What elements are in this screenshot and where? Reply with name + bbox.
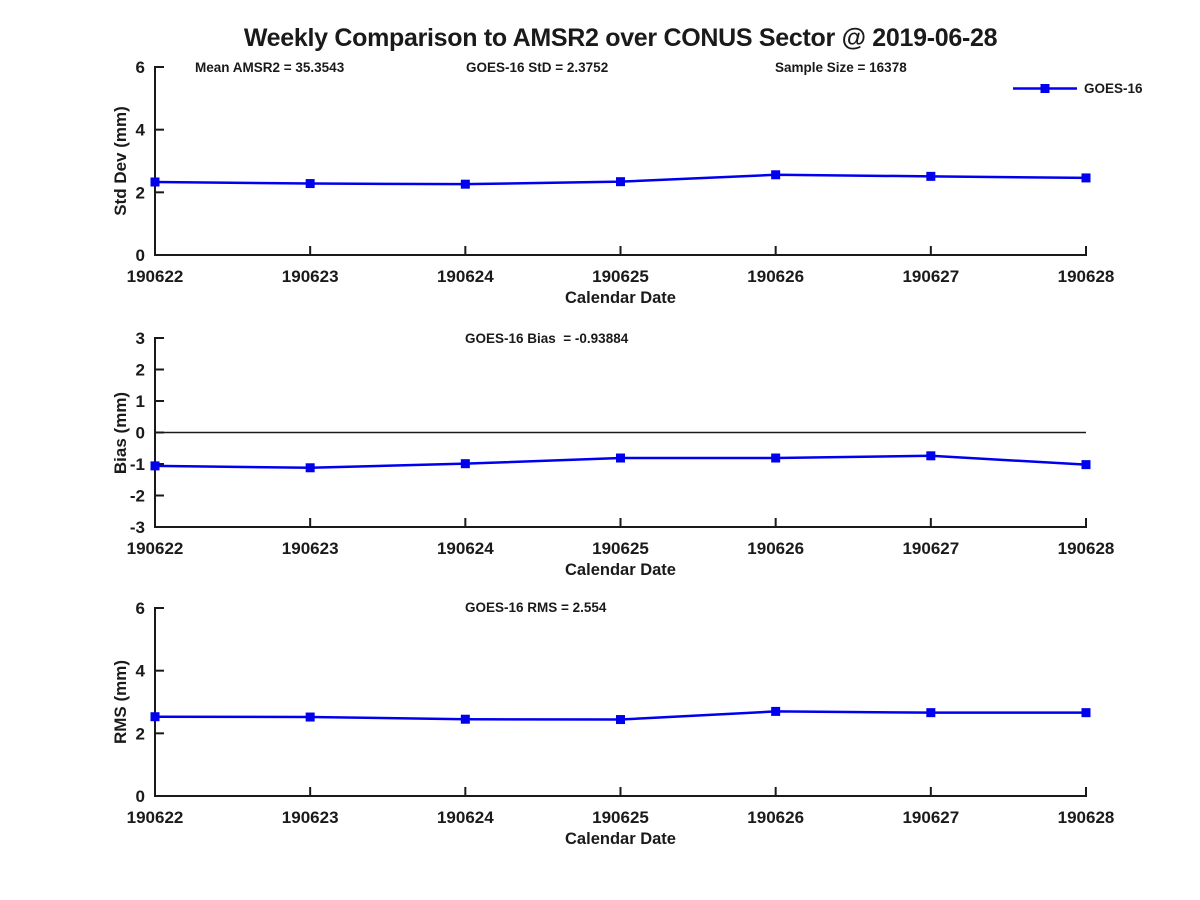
chart-title: Weekly Comparison to AMSR2 over CONUS Se… <box>243 24 998 52</box>
series-marker-goes-16 <box>771 706 781 716</box>
x-tick-label: 190626 <box>747 808 804 827</box>
series-marker-goes-16 <box>926 171 936 181</box>
y-tick-label: 3 <box>136 329 145 348</box>
x-tick-label: 190627 <box>902 267 959 286</box>
legend: GOES-16 <box>1013 81 1143 96</box>
series-marker-goes-16 <box>460 714 470 724</box>
legend-label: GOES-16 <box>1084 81 1143 96</box>
y-tick-label: 6 <box>136 599 145 618</box>
xlabel-calendar-date-bias: Calendar Date <box>565 561 676 579</box>
series-marker-goes-16 <box>305 463 315 473</box>
y-tick-label: 0 <box>136 246 145 265</box>
x-tick-label: 190625 <box>592 539 649 558</box>
x-tick-label: 190623 <box>282 539 339 558</box>
series-marker-goes-16 <box>1081 708 1091 718</box>
series-marker-goes-16 <box>1081 460 1091 470</box>
series-marker-goes-16 <box>150 177 160 187</box>
x-tick-label: 190626 <box>747 267 804 286</box>
series-marker-goes-16 <box>926 451 936 461</box>
x-tick-label: 190623 <box>282 267 339 286</box>
annotation-goes-rms: GOES-16 RMS = 2.554 <box>465 600 607 615</box>
annotation-goes-bias: GOES-16 Bias = -0.93884 <box>465 331 629 346</box>
x-tick-label: 190624 <box>437 539 494 558</box>
series-marker-goes-16 <box>150 712 160 722</box>
bias-chart: -3 -2 -1 0 1 2 3 190622 190623 190624 190625 190626… <box>127 329 1115 558</box>
series-marker-goes-16 <box>460 459 470 469</box>
y-tick-label: 4 <box>136 662 146 681</box>
xlabel-calendar-date-stddev: Calendar Date <box>565 289 676 307</box>
series-marker-goes-16 <box>771 170 781 180</box>
x-tick-label: 190622 <box>127 267 184 286</box>
xlabel-calendar-date-rms: Calendar Date <box>565 830 676 848</box>
legend-line-icon <box>1013 84 1077 93</box>
series-marker-goes-16 <box>616 177 625 187</box>
x-tick-label: 190624 <box>437 808 494 827</box>
series-marker-goes-16 <box>460 179 470 189</box>
y-tick-label: -2 <box>130 487 145 506</box>
series-marker-goes-16 <box>926 708 936 718</box>
x-tick-label: 190625 <box>592 267 649 286</box>
annotation-sample-size: Sample Size = 16378 <box>775 60 907 75</box>
series-marker-goes-16 <box>616 453 625 463</box>
series-marker-goes-16 <box>1081 173 1091 183</box>
y-tick-label: 6 <box>136 58 145 77</box>
y-tick-label: 2 <box>136 724 145 743</box>
series-marker-goes-16 <box>616 715 625 725</box>
annotation-goes-std: GOES-16 StD = 2.3752 <box>466 60 609 75</box>
x-tick-label: 190627 <box>902 539 959 558</box>
annotation-mean-amsr2: Mean AMSR2 = 35.3543 <box>195 60 345 75</box>
y-tick-label: 4 <box>136 121 146 140</box>
y-tick-label: 1 <box>136 392 145 411</box>
x-tick-label: 190622 <box>127 539 184 558</box>
x-tick-label: 190628 <box>1058 808 1115 827</box>
x-tick-label: 190626 <box>747 539 804 558</box>
y-tick-label: 0 <box>136 787 145 806</box>
x-tick-label: 190623 <box>282 808 339 827</box>
x-tick-label: 190627 <box>902 808 959 827</box>
x-tick-label: 190622 <box>127 808 184 827</box>
series-marker-goes-16 <box>305 712 315 722</box>
y-tick-label: 2 <box>136 183 145 202</box>
x-tick-label: 190628 <box>1058 539 1115 558</box>
series-marker-goes-16 <box>305 179 315 189</box>
x-tick-label: 190628 <box>1058 267 1115 286</box>
std-dev-chart: 0 2 4 6 190622 190623 190624 190625 190626 190627… <box>127 58 1115 286</box>
y-tick-label: 0 <box>136 424 145 443</box>
x-tick-label: 190625 <box>592 808 649 827</box>
x-tick-label: 190624 <box>437 267 494 286</box>
series-marker-goes-16 <box>771 453 781 463</box>
rms-chart: 0 2 4 6 190622 190623 190624 190625 190626 190627… <box>127 599 1115 827</box>
y-tick-label: 2 <box>136 361 145 380</box>
series-marker-goes-16 <box>150 461 160 471</box>
y-tick-label: -3 <box>130 518 145 537</box>
y-tick-label: -1 <box>130 455 145 474</box>
